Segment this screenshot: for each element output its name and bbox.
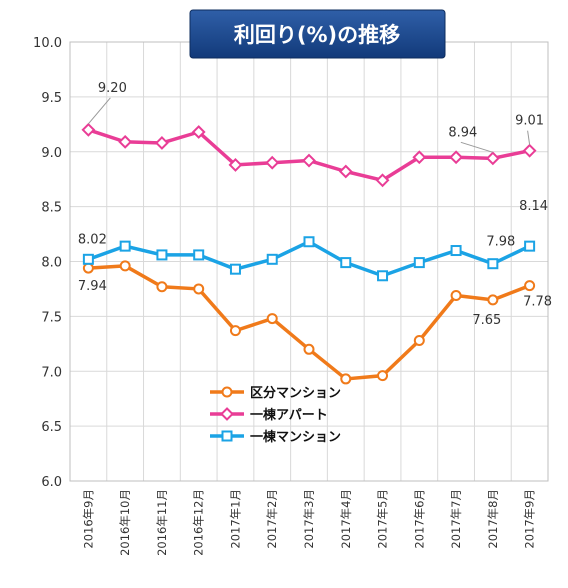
series-line-kubun-mansion — [88, 264, 531, 381]
data-point-kubun-mansion — [193, 283, 205, 295]
data-point-kubun-mansion — [266, 313, 278, 325]
y-tick-label: 7.5 — [41, 310, 62, 325]
legend-label-kubun-mansion: 区分マンション — [250, 385, 341, 401]
x-tick-label: 2017年2月 — [265, 489, 279, 549]
data-point-itto-apartment — [155, 136, 169, 150]
x-tick-label: 2016年9月 — [81, 489, 95, 549]
series-lines — [81, 122, 537, 385]
data-point-kubun-mansion — [303, 343, 315, 355]
data-point-itto-mansion — [303, 236, 315, 248]
data-point-itto-mansion — [413, 257, 425, 269]
data-point-itto-apartment — [412, 150, 427, 165]
data-point-itto-apartment — [228, 158, 243, 172]
data-point-itto-apartment — [485, 151, 500, 166]
x-tick-label: 2017年4月 — [339, 489, 353, 549]
data-point-itto-mansion — [119, 240, 131, 252]
data-label-itto-mansion: 7.98 — [486, 235, 515, 250]
x-tick-label: 2017年5月 — [376, 489, 390, 549]
legend-marker-itto-mansion — [221, 430, 233, 442]
x-tick-label: 2017年8月 — [486, 489, 500, 549]
title-background — [189, 9, 446, 59]
y-tick-label: 9.0 — [41, 146, 62, 161]
y-tick-label: 6.0 — [41, 475, 62, 490]
legend-label-itto-mansion: 一棟マンション — [250, 429, 341, 445]
data-point-itto-apartment — [118, 134, 133, 149]
data-point-kubun-mansion — [377, 370, 389, 382]
data-point-kubun-mansion — [340, 373, 352, 385]
x-tick-label: 2017年9月 — [523, 489, 537, 549]
y-tick-label: 8.5 — [41, 201, 62, 216]
data-point-itto-mansion — [340, 257, 352, 269]
y-tick-label: 7.0 — [41, 365, 62, 380]
data-point-itto-mansion — [450, 245, 462, 257]
x-tick-label: 2017年6月 — [412, 489, 426, 549]
data-label-itto-mansion: 8.14 — [519, 199, 548, 214]
data-point-kubun-mansion — [156, 281, 168, 293]
data-label-itto-mansion: 8.02 — [78, 232, 107, 247]
x-tick-label: 2016年12月 — [192, 489, 206, 556]
label-leader-line — [527, 130, 531, 145]
data-point-itto-mansion — [524, 240, 536, 252]
label-leader-line — [460, 141, 493, 153]
data-label-itto-apartment: 9.20 — [98, 81, 127, 96]
data-point-itto-mansion — [266, 253, 278, 265]
y-tick-label: 9.5 — [41, 91, 62, 106]
data-point-itto-mansion — [229, 263, 241, 275]
y-tick-label: 8.0 — [41, 256, 62, 271]
data-label-itto-apartment: 8.94 — [448, 125, 477, 140]
data-point-itto-apartment — [375, 173, 390, 188]
data-point-kubun-mansion — [82, 262, 94, 274]
x-tick-label: 2016年11月 — [155, 489, 169, 556]
x-tick-label: 2016年10月 — [118, 489, 132, 556]
data-point-kubun-mansion — [229, 325, 241, 337]
data-point-itto-mansion — [82, 253, 94, 265]
legend-marker-kubun-mansion — [221, 386, 233, 398]
data-point-itto-apartment — [265, 155, 280, 170]
chart-title-box: 利回り(%)の推移 — [189, 9, 446, 59]
legend-label-itto-apartment: 一棟アパート — [250, 407, 328, 423]
data-point-itto-mansion — [377, 270, 389, 282]
data-label-itto-apartment: 9.01 — [515, 114, 544, 129]
data-point-kubun-mansion — [413, 335, 425, 347]
data-point-itto-apartment — [81, 122, 96, 137]
x-tick-label: 2017年3月 — [302, 489, 316, 549]
y-tick-label: 6.5 — [41, 420, 62, 435]
data-point-itto-apartment — [191, 125, 206, 139]
data-point-itto-apartment — [302, 153, 316, 168]
y-tick-label: 10.0 — [33, 36, 62, 51]
data-labels: 7.94 7.65 7.78 9.20 8.94 9.01 8.02 7.98 8.14 — [78, 81, 552, 328]
data-label-kubun-mansion: 7.78 — [523, 295, 552, 310]
data-point-kubun-mansion — [487, 294, 499, 306]
chart-title: 利回り(%)の推移 — [234, 23, 400, 47]
x-tick-label: 2017年7月 — [449, 489, 463, 549]
data-point-itto-mansion — [487, 258, 499, 270]
data-point-itto-mansion — [156, 249, 168, 261]
data-point-itto-apartment — [449, 150, 463, 165]
data-point-kubun-mansion — [119, 260, 131, 272]
x-tick-label: 2017年1月 — [228, 489, 242, 549]
data-point-itto-apartment — [522, 143, 537, 158]
label-leader-line — [88, 97, 111, 125]
legend-marker-itto-apartment — [220, 407, 234, 421]
data-label-kubun-mansion: 7.65 — [472, 313, 501, 328]
data-point-itto-apartment — [338, 164, 353, 179]
data-point-kubun-mansion — [450, 290, 462, 302]
data-label-kubun-mansion: 7.94 — [78, 279, 107, 294]
data-point-kubun-mansion — [524, 280, 536, 292]
data-point-itto-mansion — [193, 249, 205, 261]
